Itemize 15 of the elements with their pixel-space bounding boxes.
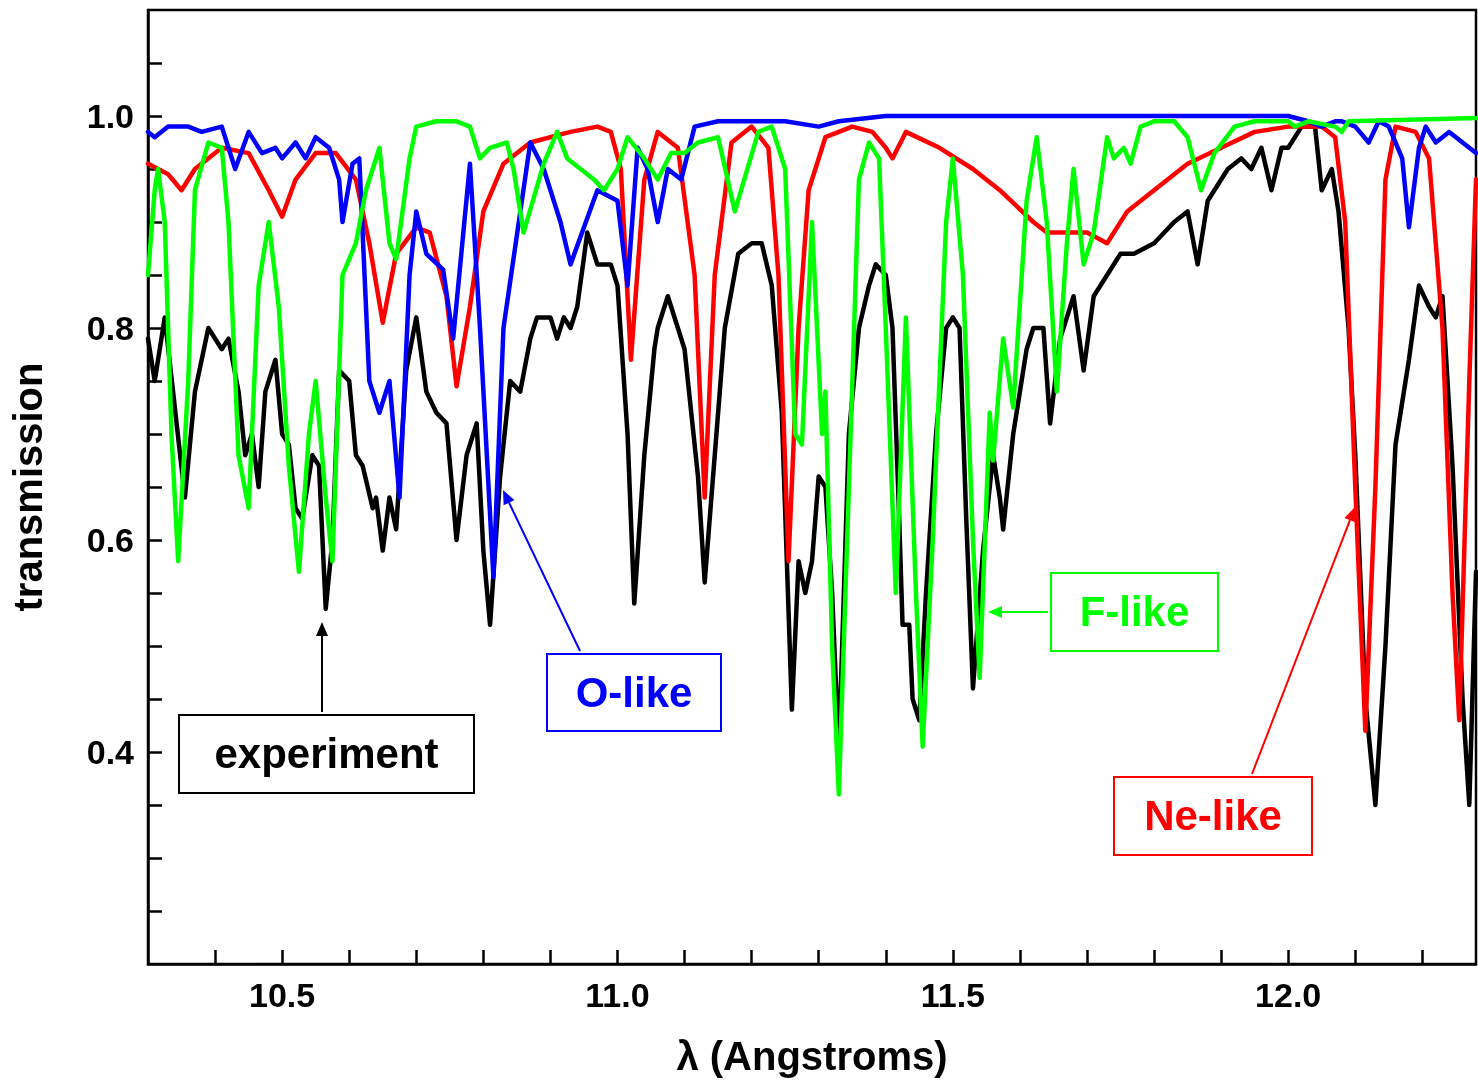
text: Ne-like	[1113, 776, 1313, 856]
legend-label: F-like	[1050, 572, 1219, 652]
y-tick-label: 0.8	[86, 309, 134, 347]
x-axis-title: λ (Angstroms)	[676, 1034, 948, 1078]
y-tick-label: 0.4	[86, 733, 135, 771]
y-axis-title: transmission	[6, 362, 50, 612]
y-tick-label: 0.6	[86, 521, 134, 559]
y-tick-label: 1.0	[86, 97, 134, 135]
text: O-like	[546, 653, 722, 732]
x-tick-label: 11.5	[920, 976, 985, 1014]
x-tick-label: 11.0	[585, 976, 650, 1014]
x-tick-label: 10.5	[249, 976, 316, 1014]
line-series	[145, 113, 1478, 580]
x-tick-label: 12.0	[1255, 976, 1322, 1014]
text: experiment	[178, 714, 475, 794]
